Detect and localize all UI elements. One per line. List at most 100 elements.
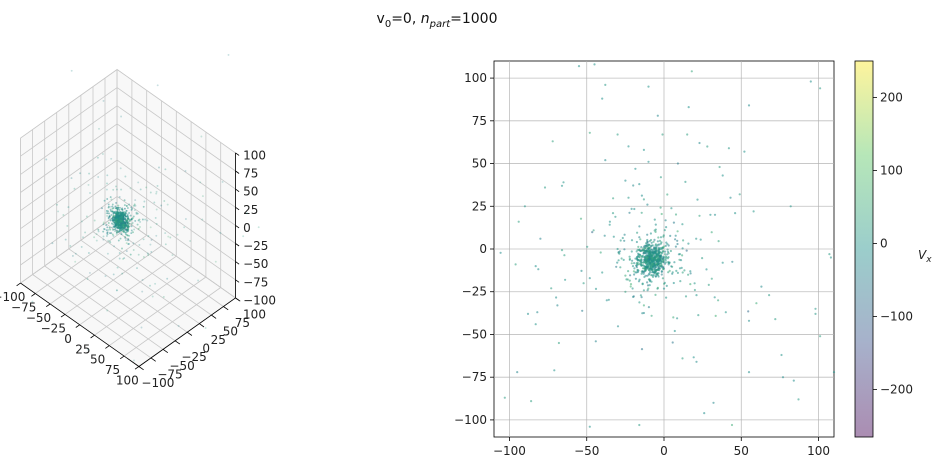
data-point xyxy=(780,353,783,357)
data-point-3d xyxy=(141,218,144,221)
data-point-3d xyxy=(142,205,145,208)
data-point xyxy=(612,235,615,238)
data-point xyxy=(643,256,647,259)
data-point xyxy=(646,242,649,245)
data-point xyxy=(662,234,665,237)
data-point xyxy=(621,236,624,240)
data-point xyxy=(624,290,627,293)
y-tick-label-3d: −50 xyxy=(169,359,194,373)
data-point xyxy=(654,275,658,278)
data-point xyxy=(681,254,684,257)
data-point-3d xyxy=(132,231,134,234)
data-point xyxy=(660,273,663,276)
data-point xyxy=(681,271,684,274)
floor-gridline-x xyxy=(94,266,192,336)
data-point-3d xyxy=(117,230,119,233)
data-point-3d xyxy=(88,271,91,274)
data-point xyxy=(729,196,732,199)
title-v: v xyxy=(377,11,385,27)
data-point-3d xyxy=(125,231,128,234)
data-point-3d xyxy=(164,168,167,171)
data-point-3d xyxy=(201,218,204,221)
data-point xyxy=(612,197,615,200)
data-point-3d xyxy=(116,222,119,225)
data-point-3d xyxy=(111,226,114,229)
data-point xyxy=(638,278,641,281)
data-point-3d xyxy=(124,226,127,229)
data-point xyxy=(647,268,650,271)
data-point-3d xyxy=(189,240,192,242)
data-point xyxy=(618,250,622,253)
data-point-3d xyxy=(115,289,118,292)
data-point-3d xyxy=(87,252,90,254)
data-point-3d xyxy=(119,220,122,223)
data-point-3d xyxy=(111,210,114,213)
data-point xyxy=(649,253,652,257)
data-point-3d xyxy=(107,210,110,213)
data-point-3d xyxy=(126,230,129,233)
data-point xyxy=(665,284,668,287)
data-point-3d xyxy=(150,250,153,253)
data-point-3d xyxy=(117,223,120,226)
data-point-3d xyxy=(106,226,109,229)
data-point-3d xyxy=(112,210,114,213)
floor-gridline-x xyxy=(109,276,207,346)
data-point-3d xyxy=(171,254,174,257)
data-point-3d xyxy=(111,207,114,210)
data-point xyxy=(656,114,659,117)
title-n: n xyxy=(421,11,430,27)
data-point xyxy=(646,284,650,287)
data-point-3d xyxy=(140,326,143,329)
back-gridline-z xyxy=(116,69,236,154)
data-point-3d xyxy=(127,228,130,231)
data-point-3d xyxy=(155,208,158,211)
data-point-3d xyxy=(128,203,131,206)
data-point-3d xyxy=(110,214,113,216)
data-point xyxy=(658,243,661,246)
data-point-3d xyxy=(115,201,118,204)
data-point-3d xyxy=(125,228,128,231)
data-point xyxy=(666,253,669,256)
data-point xyxy=(724,311,727,314)
x-tick-label: −50 xyxy=(574,444,599,458)
data-point-3d xyxy=(79,172,82,175)
data-point-3d xyxy=(109,205,112,208)
data-point xyxy=(686,133,689,136)
data-point xyxy=(654,230,657,233)
data-point xyxy=(534,265,537,268)
y-tick-label-3d: 0 xyxy=(202,342,210,356)
data-point xyxy=(582,282,585,285)
data-point-3d xyxy=(133,209,136,212)
data-point-3d xyxy=(112,273,115,276)
data-point-3d xyxy=(105,188,108,191)
x-tick-label-3d: 25 xyxy=(75,342,90,356)
data-point xyxy=(644,250,647,253)
data-point xyxy=(628,255,631,258)
data-point xyxy=(661,267,665,271)
data-point-3d xyxy=(114,224,117,227)
data-point-3d xyxy=(221,180,224,183)
data-point-3d xyxy=(115,226,118,229)
data-point-3d xyxy=(95,239,98,242)
data-point-3d xyxy=(126,226,129,229)
data-point xyxy=(647,85,650,88)
data-point-3d xyxy=(115,207,118,210)
data-point-3d xyxy=(116,220,119,223)
data-point-3d xyxy=(115,233,118,235)
data-point-3d xyxy=(177,324,180,327)
data-point-3d xyxy=(127,239,129,242)
data-point-3d xyxy=(112,212,115,215)
data-point-3d xyxy=(121,225,124,228)
data-point-3d xyxy=(114,207,117,210)
data-point-3d xyxy=(108,240,111,243)
data-point-3d xyxy=(121,208,124,211)
data-point-3d xyxy=(126,218,129,221)
data-point xyxy=(642,304,646,307)
data-point-3d xyxy=(149,226,152,229)
data-point xyxy=(639,238,642,241)
data-point xyxy=(664,244,667,247)
data-point xyxy=(516,371,519,374)
data-point-3d xyxy=(122,222,125,225)
data-point-3d xyxy=(113,217,116,220)
data-point-3d xyxy=(80,220,83,223)
